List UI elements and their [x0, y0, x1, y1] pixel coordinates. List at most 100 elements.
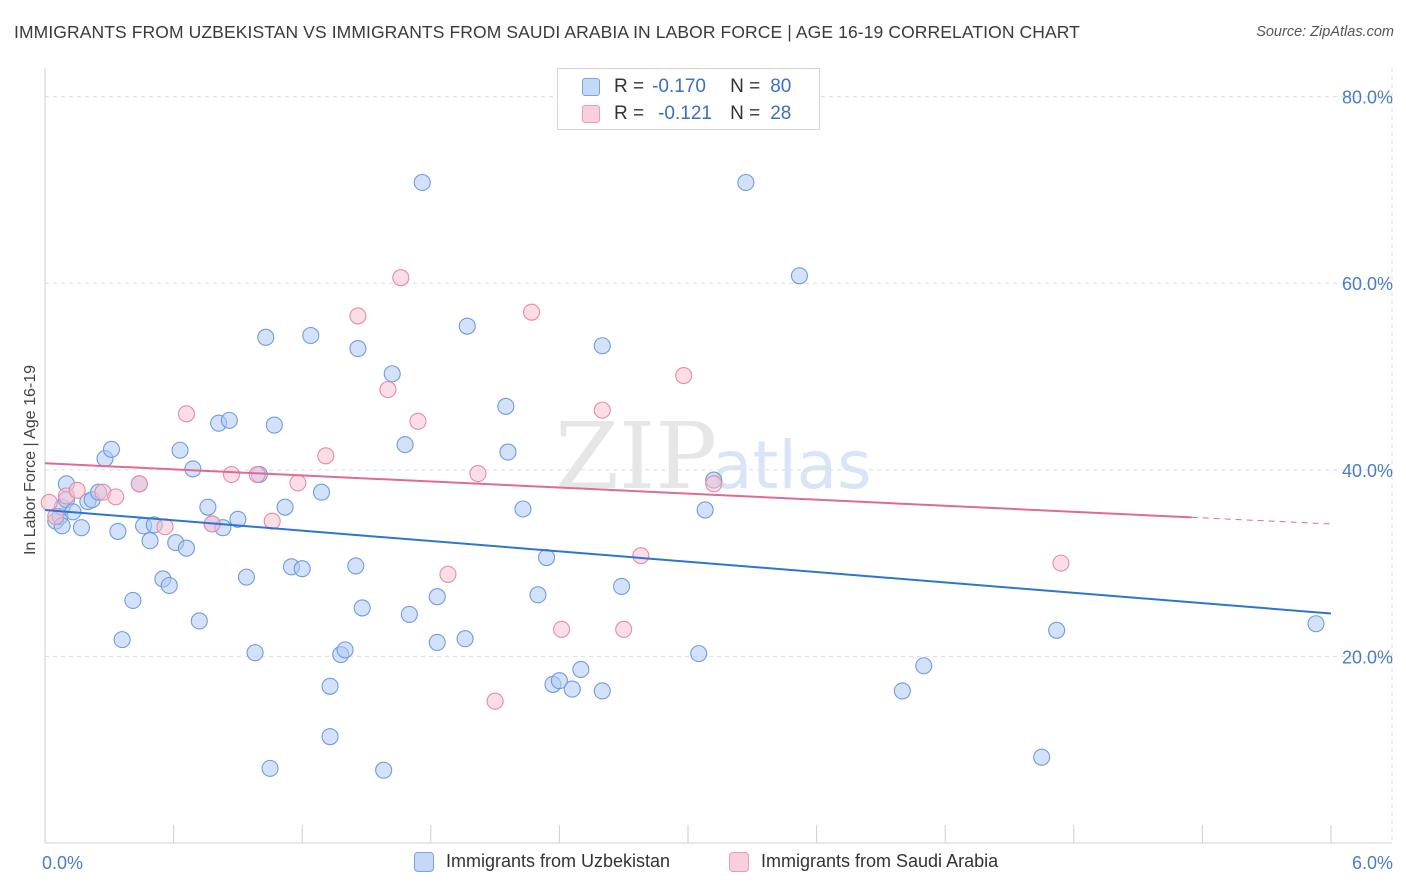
uzbekistan-point	[696, 501, 714, 519]
saudi-arabia-trendline	[44, 462, 1192, 519]
uzbekistan-point	[261, 759, 279, 777]
uzbekistan-point	[915, 657, 933, 675]
uzbekistan-point	[1307, 615, 1325, 633]
grid-layer	[45, 68, 1393, 843]
saudi-arabia-point	[593, 401, 611, 419]
uzbekistan-point	[537, 548, 556, 567]
legend-item-saudi-arabia[interactable]: Immigrants from Saudi Arabia	[729, 851, 998, 872]
axis-layer	[44, 68, 1392, 844]
legend-r-label: R =	[614, 103, 645, 124]
legend-swatch-pink	[729, 851, 749, 872]
legend-item-uzbekistan[interactable]: Immigrants from Uzbekistan	[414, 851, 670, 872]
uzbekistan-point	[109, 522, 127, 540]
saudi-arabia-point	[675, 367, 693, 385]
legend-row-saudi-arabia: R = -0.121 N = 28	[582, 102, 791, 126]
legend-r-label: R =	[614, 76, 645, 97]
uzbekistan-point	[613, 577, 631, 595]
uzbekistan-point	[72, 519, 90, 537]
saudi-arabia-point	[47, 507, 65, 526]
uzbekistan-point	[113, 631, 131, 649]
saudi-arabia-point	[130, 475, 148, 493]
source-credit: Source: ZipAtlas.com	[1256, 24, 1394, 40]
saudi-arabia-point	[486, 692, 504, 710]
uzbekistan-point	[497, 397, 515, 415]
saudi-arabia-point	[705, 475, 723, 493]
y-tick-label: 40.0%	[1342, 461, 1393, 481]
saudi-arabia-point	[392, 269, 410, 287]
saudi-arabia-point	[439, 565, 457, 583]
legend-n-value: 28	[770, 103, 792, 124]
uzbekistan-point	[428, 588, 446, 606]
uzbekistan-point	[790, 267, 809, 285]
legend-swatch-blue	[582, 78, 600, 96]
trend-layer	[44, 462, 1332, 615]
legend-row-uzbekistan: R = -0.170 N = 80	[582, 75, 791, 99]
uzbekistan-point	[199, 498, 217, 516]
uzbekistan-point	[229, 510, 247, 528]
series-legend: Immigrants from Uzbekistan Immigrants fr…	[0, 851, 1406, 877]
uzbekistan-point	[893, 682, 911, 700]
y-tick-label: 20.0%	[1342, 647, 1393, 667]
saudi-arabia-point	[469, 465, 487, 483]
uzbekistan-point	[293, 560, 311, 578]
uzbekistan-point	[302, 326, 320, 345]
watermark-atlas: atlas	[712, 427, 872, 504]
saudi-arabia-point	[317, 447, 335, 465]
uzbekistan-point	[347, 557, 365, 575]
chart-title: IMMIGRANTS FROM UZBEKISTAN VS IMMIGRANTS…	[14, 22, 1080, 42]
legend-label: Immigrants from Saudi Arabia	[761, 851, 999, 871]
uzbekistan-point	[690, 645, 708, 663]
saudi-arabia-point	[409, 412, 427, 430]
uzbekistan-point	[396, 436, 414, 454]
saudi-arabia-point	[222, 465, 241, 484]
uzbekistan-point	[321, 677, 339, 695]
uzbekistan-point	[383, 365, 401, 383]
uzbekistan-point	[514, 500, 532, 518]
legend-n-value: 80	[770, 76, 792, 97]
uzbekistan-point	[563, 680, 581, 698]
correlation-legend: R = -0.170 N = 80 R = -0.121 N = 28	[557, 68, 820, 130]
uzbekistan-point	[102, 440, 120, 458]
uzbekistan-point	[276, 498, 294, 516]
uzbekistan-point	[593, 337, 611, 355]
uzbekistan-point	[353, 599, 371, 617]
uzbekistan-point	[190, 612, 208, 630]
y-tick-label: 60.0%	[1342, 274, 1393, 294]
uzbekistan-point	[737, 173, 755, 192]
uzbekistan-point	[1033, 748, 1051, 766]
saudi-arabia-point	[177, 405, 196, 423]
points-layer	[40, 173, 1325, 779]
uzbekistan-point	[220, 411, 238, 429]
saudi-arabia-point	[289, 474, 307, 492]
x-tick-label: 0.0%	[42, 853, 83, 873]
legend-swatch-blue	[414, 851, 434, 872]
uzbekistan-point	[499, 443, 517, 461]
uzbekistan-point	[375, 761, 393, 779]
legend-r-value: -0.121	[658, 103, 712, 124]
uzbekistan-point	[237, 568, 256, 586]
saudi-arabia-point	[156, 518, 174, 536]
uzbekistan-point	[177, 539, 196, 557]
uzbekistan-point	[413, 173, 431, 192]
uzbekistan-point	[572, 660, 590, 679]
saudi-arabia-point	[263, 512, 281, 530]
label-layer: 20.0% 40.0% 60.0% 80.0% 0.0% 6.0% In Labor For…	[22, 88, 1393, 873]
uzbekistan-point	[321, 728, 339, 746]
saudi-arabia-point	[632, 547, 650, 565]
saudi-arabia-point	[349, 307, 367, 325]
uzbekistan-point	[456, 630, 474, 648]
saudi-arabia-point	[552, 620, 571, 638]
saudi-arabia-point	[379, 381, 397, 399]
legend-n-label: N =	[730, 103, 761, 124]
uzbekistan-point	[336, 641, 354, 659]
uzbekistan-point	[160, 576, 178, 595]
uzbekistan-point	[246, 644, 264, 662]
uzbekistan-point	[1048, 621, 1066, 639]
saudi-arabia-trendline-extension	[1191, 516, 1332, 525]
saudi-arabia-point	[68, 481, 86, 499]
uzbekistan-trendline	[44, 508, 1332, 615]
uzbekistan-point	[184, 460, 202, 478]
uzbekistan-point	[265, 416, 283, 434]
uzbekistan-point	[171, 441, 189, 459]
uzbekistan-point	[349, 339, 367, 358]
